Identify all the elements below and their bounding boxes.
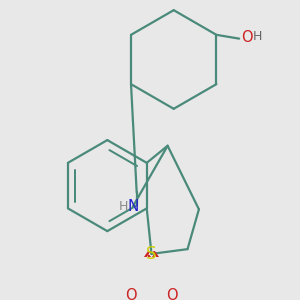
- Text: H: H: [253, 30, 262, 43]
- Text: O: O: [241, 30, 253, 45]
- Text: N: N: [127, 199, 139, 214]
- Text: H: H: [119, 200, 128, 213]
- Text: O: O: [125, 288, 136, 300]
- Text: O: O: [167, 288, 178, 300]
- Text: S: S: [146, 245, 157, 263]
